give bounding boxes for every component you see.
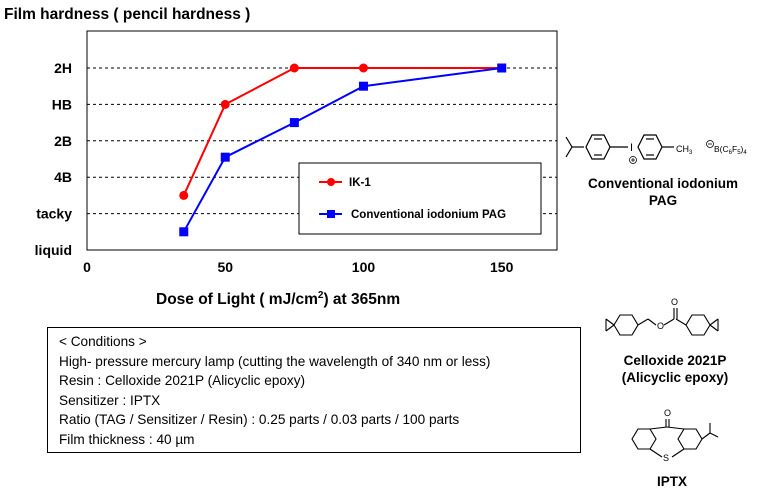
data-point-ik1-35 [179, 190, 189, 200]
x-tick-label-50: 50 [217, 259, 233, 275]
data-point-conventional-35 [179, 227, 189, 237]
condition-thickness: Film thickness : 40 µm [59, 431, 195, 447]
x-axis-title-superscript: 2 [318, 290, 324, 301]
conditions-heading: < Conditions > [59, 334, 147, 349]
iptx-structure: O S [631, 408, 719, 463]
legend-swatch-marker-conventional [327, 210, 335, 218]
x-tick-label-150: 150 [490, 259, 514, 275]
conditions-box: < Conditions > High- pressure mercury la… [47, 327, 581, 453]
celloxide-label: Celloxide 2021P (Alicyclic epoxy) [621, 353, 729, 385]
data-point-ik1-100 [358, 63, 368, 73]
data-point-conventional-50 [220, 152, 230, 162]
y-tick-label-tacky: tacky [36, 206, 72, 222]
iodine-atom: I [630, 142, 633, 154]
positive-charge-icon [629, 156, 637, 164]
data-point-ik1-75 [289, 63, 299, 73]
legend: IK-1 Conventional iodonium PAG [298, 162, 542, 235]
carbonyl-oxygen: O [671, 297, 678, 307]
condition-sensitizer: Sensitizer : IPTX [59, 392, 161, 408]
celloxide-structure: O O [605, 297, 719, 336]
y-tick-label-hb: HB [52, 96, 72, 112]
borate-anion: B(C6F5)4 [714, 144, 747, 156]
data-point-conventional-150 [497, 63, 507, 73]
data-point-conventional-75 [289, 118, 299, 128]
iodonium-label: Conventional iodonium PAG [588, 176, 738, 208]
legend-label-ik1: IK-1 [349, 177, 371, 189]
y-tick-label-2b: 2B [54, 133, 72, 149]
iptx-label: IPTX [656, 474, 687, 489]
y-axis-labels: liquid tacky 4B 2B HB 2H [35, 60, 73, 258]
y-tick-label-liquid: liquid [35, 242, 72, 258]
thio-sulfur: S [663, 453, 669, 463]
condition-ratio: Ratio (TAG / Sensitizer / Resin) : 0.25 … [59, 412, 460, 428]
data-point-conventional-100 [358, 81, 368, 91]
iodonium-structure: I CH3 B(C6F5)4 [565, 134, 747, 164]
negative-charge-icon [706, 140, 714, 148]
series-group [179, 63, 507, 237]
y-tick-label-4b: 4B [54, 169, 72, 185]
ketone-oxygen: O [664, 408, 671, 418]
chart-title: Film hardness ( pencil hardness ) [4, 6, 250, 23]
y-tick-label-2h: 2H [54, 60, 72, 76]
condition-resin: Resin : Celloxide 2021P (Alicyclic epoxy… [59, 373, 306, 389]
x-tick-label-100: 100 [352, 259, 376, 275]
data-point-ik1-50 [220, 99, 230, 109]
condition-lamp: High- pressure mercury lamp (cutting the… [59, 353, 491, 369]
legend-box [298, 162, 542, 235]
x-axis-title: Dose of Light ( mJ/cm2) at 365nm [156, 290, 400, 308]
methyl-group: CH3 [676, 144, 693, 156]
x-tick-label-0: 0 [83, 259, 91, 275]
legend-swatch-marker-ik1 [327, 178, 335, 186]
ether-oxygen: O [657, 321, 664, 331]
x-axis-labels: 0 50 100 150 [83, 259, 513, 275]
legend-label-conventional: Conventional iodonium PAG [351, 209, 506, 221]
